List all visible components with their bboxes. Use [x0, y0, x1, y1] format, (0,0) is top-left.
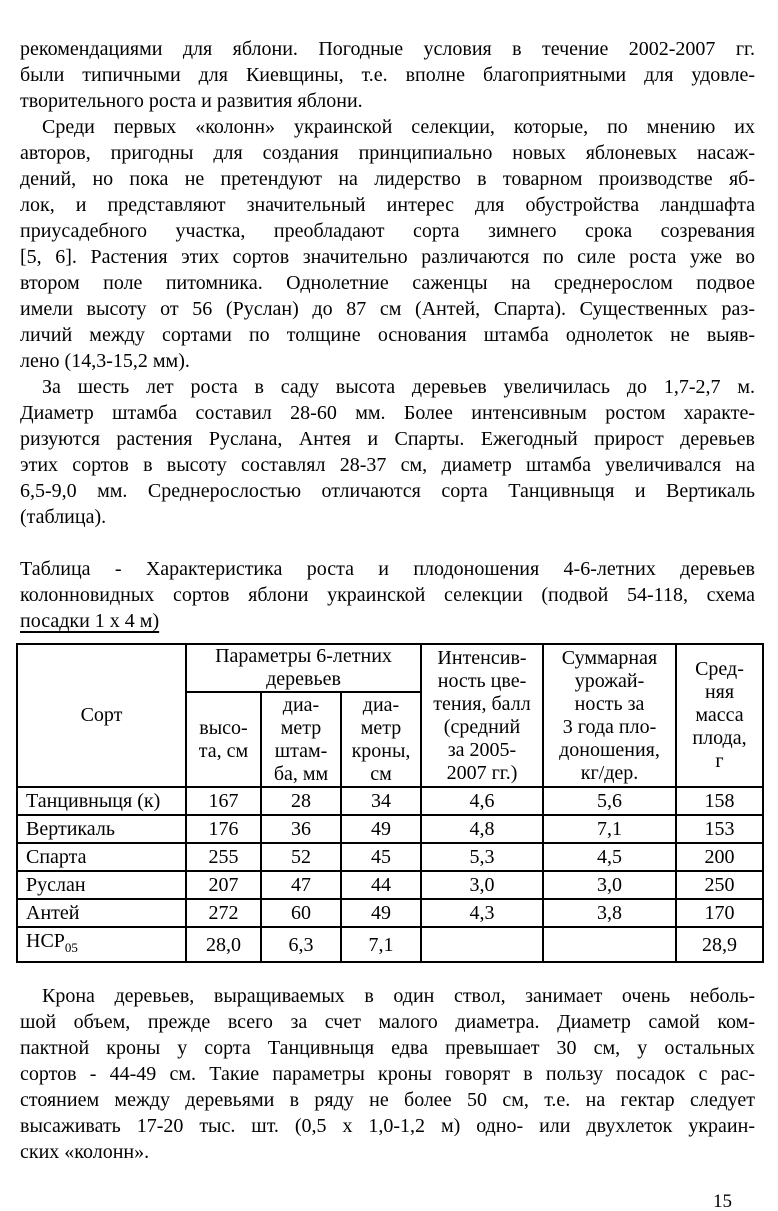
- cell-value: 7,1: [340, 926, 422, 963]
- column-header-fruit-mass: Сред- няя масса плода, г: [675, 643, 764, 788]
- text-line: Диаметр штамба составил 28-60 мм. Более …: [20, 402, 755, 424]
- cell-value: 3,0: [420, 870, 544, 900]
- cell-value: 272: [185, 898, 262, 928]
- text-line: стоянием между деревьями в ряду не более…: [20, 1089, 755, 1111]
- column-header-height: высо- та, см: [185, 691, 262, 788]
- cell-value: 4,8: [420, 814, 544, 844]
- cell-value: 250: [675, 870, 764, 900]
- cell-value: 36: [260, 814, 342, 844]
- cell-value: 28: [260, 786, 342, 816]
- cell-value: 170: [675, 898, 764, 928]
- text-line: втором поле питомника. Однолетние саженц…: [20, 272, 755, 294]
- cell-value: 6,3: [260, 926, 342, 963]
- table-row: Руслан 207 47 44 3,0 3,0 250: [16, 870, 764, 900]
- table-row: Танцивныця (к) 167 28 34 4,6 5,6 158: [16, 786, 764, 816]
- cell-value: 44: [340, 870, 422, 900]
- text-line: имели высоту от 56 (Руслан) до 87 см (Ан…: [20, 298, 755, 320]
- caption-underlined-text: посадки 1 х 4 м): [20, 610, 160, 632]
- text-line: (таблица).: [20, 506, 107, 528]
- cultivar-name: Антей: [16, 898, 187, 928]
- cell-value: 60: [260, 898, 342, 928]
- text-line: лок, и представляют значительный интерес…: [20, 194, 755, 216]
- cell-value: 28,9: [675, 926, 764, 963]
- cultivar-name: Вертикаль: [16, 814, 187, 844]
- cell-value: 45: [340, 842, 422, 872]
- paragraph-selection: Среди первых «колонн» украинской селекци…: [20, 114, 755, 374]
- cell-value: 3,8: [542, 898, 677, 928]
- text-line: творительного роста и развития яблони.: [20, 90, 363, 112]
- lsd-subscript: 05: [64, 940, 78, 955]
- cell-value: 176: [185, 814, 262, 844]
- cell-value: 153: [675, 814, 764, 844]
- text-line: ских «колонн».: [20, 1141, 150, 1163]
- cell-value: 4,3: [420, 898, 544, 928]
- column-header-crown-diameter: диа- метр кроны, см: [340, 691, 422, 788]
- text-line: [5, 6]. Растения этих сортов значительно…: [20, 246, 755, 268]
- text-line: личий между сортами по толщине основания…: [20, 324, 755, 346]
- paragraph-crown: Крона деревьев, выращиваемых в один ство…: [20, 983, 755, 1165]
- cell-value: 207: [185, 870, 262, 900]
- text-line: приусадебного участка, преобладают сорта…: [20, 220, 755, 242]
- paragraph-growth: За шесть лет роста в саду высота деревье…: [20, 374, 755, 530]
- cell-value: 28,0: [185, 926, 262, 963]
- caption-line: Таблица - Характеристика роста и плодоно…: [20, 558, 755, 580]
- cell-value: 158: [675, 786, 764, 816]
- text-line: рекомендациями для яблони. Погодные усло…: [20, 38, 755, 60]
- column-header-trunk-diameter: диа- метр штам- ба, мм: [260, 691, 342, 788]
- text-line: шой объем, прежде всего за счет малого д…: [20, 1011, 755, 1033]
- cell-value: 200: [675, 842, 764, 872]
- text-line: Среди первых «колонн» украинской селекци…: [42, 116, 755, 138]
- text-line: лено (14,3-15,2 мм).: [20, 350, 190, 372]
- caption-line: посадки 1 х 4 м): [20, 608, 755, 634]
- cell-value: 4,5: [542, 842, 677, 872]
- text-line: дений, но пока не претендуют на лидерств…: [20, 168, 755, 190]
- paragraph-weather: рекомендациями для яблони. Погодные усло…: [20, 36, 755, 114]
- column-header-total-yield: Суммарная урожай- ность за 3 года пло- д…: [542, 643, 677, 788]
- table-row: Спарта 255 52 45 5,3 4,5 200: [16, 842, 764, 872]
- column-header-flowering-intensity: Интенсив- ность цве- тения, балл (средни…: [420, 643, 544, 788]
- text-line: этих сортов в высоту составлял 28-37 см,…: [20, 454, 755, 476]
- cultivar-name: Танцивныця (к): [16, 786, 187, 816]
- text-line: ризуются растения Руслана, Антея и Спарт…: [20, 428, 755, 450]
- growth-fruiting-table: Сорт Параметры 6-летних деревьев Интенси…: [16, 643, 764, 963]
- cell-value: 4,6: [420, 786, 544, 816]
- cell-value: 34: [340, 786, 422, 816]
- cultivar-name: Руслан: [16, 870, 187, 900]
- text-line: сортов - 44-49 см. Такие параметры кроны…: [20, 1063, 755, 1085]
- table-caption: Таблица - Характеристика роста и плодоно…: [20, 556, 755, 634]
- cell-value: [420, 926, 544, 963]
- lsd-label: НСР05: [16, 926, 187, 963]
- text-line: были типичными для Киевщины, т.е. вполне…: [20, 64, 755, 86]
- column-header-sort: Сорт: [16, 643, 187, 788]
- text-line: 6,5-9,0 мм. Среднерослостью отличаются с…: [20, 480, 755, 502]
- cell-value: 7,1: [542, 814, 677, 844]
- text-line: пактной кроны у сорта Танцивныця едва пр…: [20, 1037, 755, 1059]
- cultivar-name: Спарта: [16, 842, 187, 872]
- caption-line: колонновидных сортов яблони украинской с…: [20, 584, 755, 606]
- table-row: Вертикаль 176 36 49 4,8 7,1 153: [16, 814, 764, 844]
- cell-value: 3,0: [542, 870, 677, 900]
- cell-value: 49: [340, 898, 422, 928]
- cell-value: 167: [185, 786, 262, 816]
- cell-value: 52: [260, 842, 342, 872]
- text-line: авторов, пригодны для создания принципиа…: [20, 142, 755, 164]
- page-number: 15: [713, 1191, 732, 1211]
- text-line: Крона деревьев, выращиваемых в один ство…: [42, 985, 755, 1007]
- text-line: За шесть лет роста в саду высота деревье…: [42, 376, 755, 398]
- cell-value: 255: [185, 842, 262, 872]
- column-header-parameters-group: Параметры 6-летних деревьев: [185, 643, 422, 693]
- cell-value: 47: [260, 870, 342, 900]
- table-row-lsd: НСР05 28,0 6,3 7,1 28,9: [16, 926, 764, 963]
- cell-value: 5,6: [542, 786, 677, 816]
- text-line: высаживать 17-20 тыс. шт. (0,5 х 1,0-1,2…: [20, 1115, 755, 1137]
- table-row: Антей 272 60 49 4,3 3,8 170: [16, 898, 764, 928]
- cell-value: [542, 926, 677, 963]
- cell-value: 49: [340, 814, 422, 844]
- cell-value: 5,3: [420, 842, 544, 872]
